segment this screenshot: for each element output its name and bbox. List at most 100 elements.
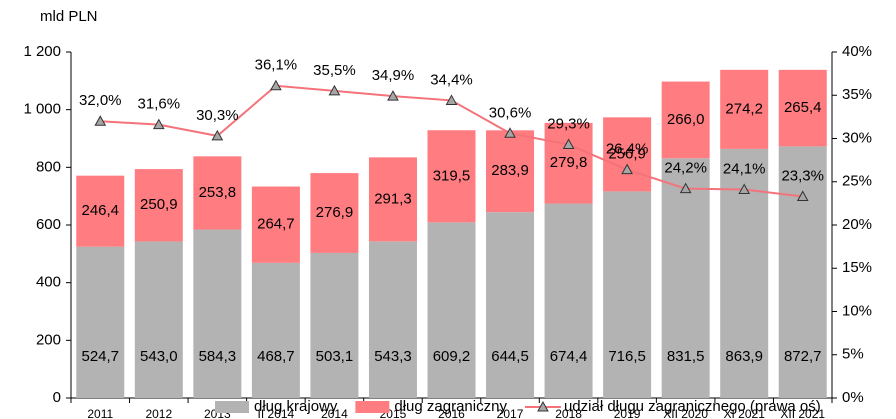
bar-segment (603, 117, 652, 192)
bar-segment (134, 169, 183, 242)
y2-tick-label: 35% (842, 86, 872, 103)
legend-swatch (215, 401, 249, 413)
legend-marker (537, 400, 549, 412)
line-label: 34,4% (430, 71, 473, 88)
bar-segment (134, 241, 183, 398)
data-label: 283,9 (491, 162, 529, 179)
data-label: 250,9 (140, 196, 178, 213)
x-tick-label: 2017 (497, 407, 524, 419)
x-tick-label: 2014 (321, 407, 348, 419)
x-tick-label: II 2014 (258, 407, 295, 419)
line-marker (621, 163, 633, 175)
x-tick-label: 2015 (380, 407, 407, 419)
data-label: 319,5 (433, 167, 471, 184)
data-label: 644,5 (491, 348, 529, 365)
y-tick-label: 800 (36, 158, 61, 175)
data-label: 264,7 (257, 216, 295, 233)
data-label: 468,7 (257, 348, 295, 365)
line-label: 30,3% (196, 107, 239, 124)
data-label: 253,8 (199, 184, 237, 201)
legend-swatch (355, 401, 390, 413)
data-label: 246,4 (81, 202, 119, 219)
x-tick-label: 2013 (204, 407, 231, 419)
y-tick-label: 400 (36, 274, 61, 291)
x-tick-label: 2019 (614, 407, 641, 419)
data-label: 291,3 (374, 190, 412, 207)
x-tick-label: 2018 (555, 407, 582, 419)
y2-tick-label: 15% (842, 259, 872, 276)
y2-tick-label: 10% (842, 302, 872, 319)
x-tick-label: 2012 (145, 407, 172, 419)
line-label: 29,3% (547, 116, 590, 133)
bar-segment (427, 130, 476, 223)
bar-segment (310, 173, 359, 253)
y-tick-label: 0 (53, 389, 61, 406)
line-marker (738, 183, 751, 195)
bar-segment (193, 156, 242, 230)
x-tick-label: XII 2021 (780, 407, 825, 419)
data-label: 524,7 (81, 348, 119, 365)
line-marker (504, 127, 516, 138)
bar-segment (251, 186, 300, 263)
y-axis-unit: mld PLN (40, 8, 98, 25)
y-tick-label: 600 (36, 216, 61, 233)
data-label: 674,4 (550, 348, 588, 365)
data-label: 266,0 (667, 111, 705, 128)
x-tick-label: 2011 (87, 407, 113, 419)
bar-segment (544, 203, 593, 398)
data-label: 543,3 (374, 348, 412, 365)
bar-segment (76, 175, 125, 247)
legend-label: udział długu zagranicznego (prawa oś) (564, 398, 821, 415)
bar-segment (661, 81, 710, 159)
y2-tick-label: 25% (842, 173, 872, 190)
line-label: 32,0% (79, 92, 122, 109)
data-label: 274,2 (725, 100, 763, 117)
line-marker (796, 190, 809, 201)
data-label: 279,8 (550, 154, 588, 171)
x-tick-label: 2016 (438, 407, 465, 419)
y2-tick-label: 0% (842, 389, 864, 406)
line-label: 24,1% (723, 161, 766, 178)
y-tick-label: 200 (36, 331, 61, 348)
bar-segment (486, 212, 535, 398)
data-label: 831,5 (667, 348, 705, 365)
line-marker (152, 118, 165, 130)
y-tick-label: 1 000 (23, 101, 61, 118)
line-label: 24,2% (664, 160, 707, 177)
line-label: 26,4% (606, 141, 649, 158)
line-marker (679, 182, 692, 194)
bar-segment (193, 229, 242, 398)
line-marker (387, 90, 399, 101)
data-label: 609,2 (433, 348, 471, 365)
line-marker (94, 115, 107, 126)
line-label: 23,3% (781, 167, 824, 184)
y2-tick-label: 20% (842, 216, 872, 233)
data-label: 872,7 (784, 348, 822, 365)
bar-segment (778, 146, 827, 398)
line-label: 31,6% (138, 96, 181, 113)
bar-segment (368, 241, 417, 398)
data-label: 256,9 (608, 145, 646, 162)
bar-segment (368, 157, 417, 242)
data-label: 543,0 (140, 348, 178, 365)
bar-segment (778, 69, 827, 147)
line-label: 30,6% (489, 104, 532, 121)
line-marker (562, 138, 575, 150)
data-label: 584,3 (199, 348, 237, 365)
legend-label: dług krajowy (254, 398, 338, 415)
bar-segment (310, 252, 359, 398)
data-label: 503,1 (316, 348, 354, 365)
y2-tick-label: 30% (842, 129, 872, 146)
line-marker (445, 94, 458, 105)
line-label: 36,1% (255, 57, 298, 74)
y-tick-label: 1 200 (23, 43, 61, 60)
bar-segment (603, 191, 652, 398)
line-marker (270, 79, 282, 91)
bar-segment (76, 246, 125, 398)
line-label: 35,5% (313, 62, 356, 79)
bar-segment (486, 130, 535, 213)
bar-segment (427, 222, 476, 398)
bar-segment (544, 122, 593, 204)
y2-tick-label: 5% (842, 346, 864, 363)
data-label: 863,9 (725, 348, 763, 365)
